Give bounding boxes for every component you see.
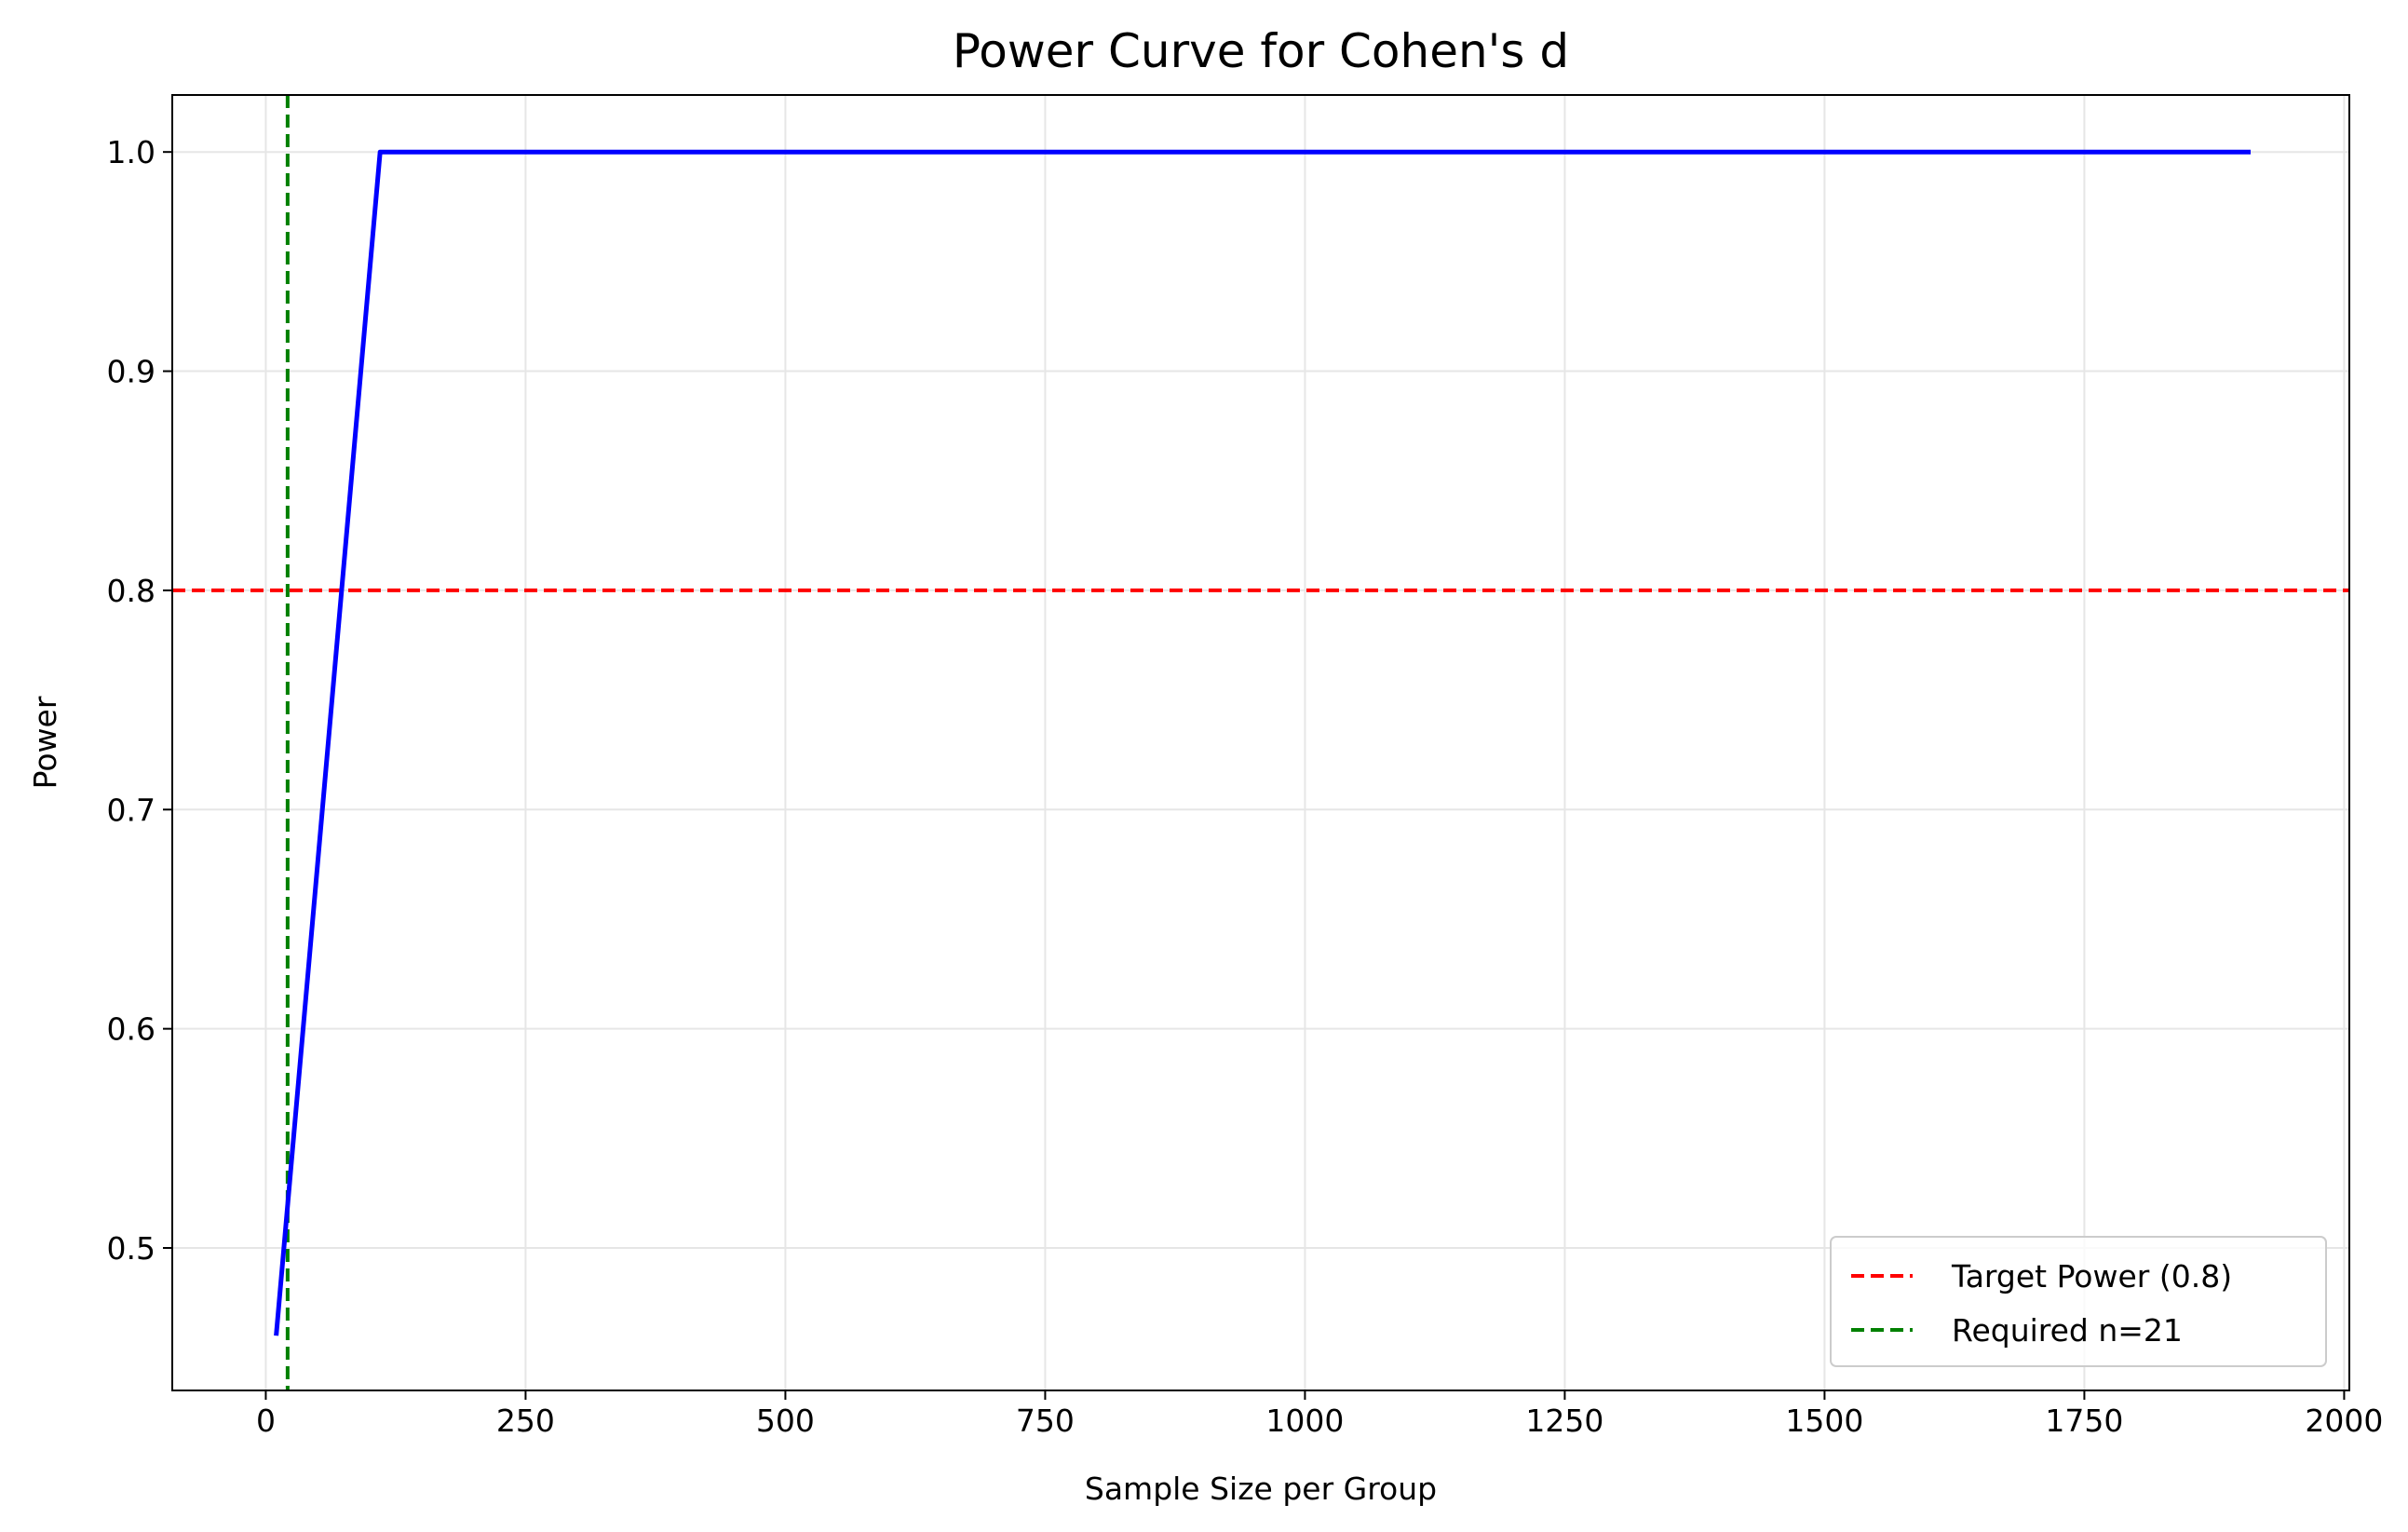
x-tick-label: 0 bbox=[256, 1403, 276, 1439]
y-axis-ticks: 0.5 0.6 0.7 0.8 0.9 1.0 bbox=[107, 134, 172, 1267]
legend-label-required-n: Required n=21 bbox=[1952, 1312, 2183, 1349]
y-tick-label: 0.9 bbox=[107, 354, 156, 390]
reference-lines bbox=[172, 95, 2349, 1390]
legend: Target Power (0.8) Required n=21 bbox=[1830, 1236, 2327, 1367]
x-tick-label: 2000 bbox=[2305, 1403, 2383, 1439]
y-tick-label: 0.7 bbox=[107, 792, 156, 828]
legend-label-target-power: Target Power (0.8) bbox=[1951, 1258, 2232, 1295]
legend-box bbox=[1830, 1236, 2327, 1367]
series-lines bbox=[274, 149, 2251, 1336]
plot-frame bbox=[171, 94, 2350, 1391]
x-tick-label: 1250 bbox=[1525, 1403, 1603, 1439]
y-tick-label: 0.8 bbox=[107, 573, 156, 609]
x-axis-label: Sample Size per Group bbox=[1085, 1471, 1437, 1507]
x-tick-label: 1750 bbox=[2045, 1403, 2123, 1439]
y-tick-label: 0.5 bbox=[107, 1230, 156, 1267]
x-tick-label: 1500 bbox=[1785, 1403, 1863, 1439]
x-tick-label: 250 bbox=[496, 1403, 555, 1439]
x-tick-label: 750 bbox=[1016, 1403, 1075, 1439]
y-tick-label: 1.0 bbox=[107, 134, 156, 170]
x-tick-label: 500 bbox=[756, 1403, 815, 1439]
power-curve-line bbox=[274, 149, 2251, 1336]
x-axis-ticks: 0 250 500 750 1000 1250 1500 1750 2000 bbox=[256, 1390, 2383, 1439]
chart-title: Power Curve for Cohen's d bbox=[953, 24, 1569, 78]
y-axis-label: Power bbox=[27, 696, 63, 789]
y-tick-label: 0.6 bbox=[107, 1011, 156, 1048]
x-tick-label: 1000 bbox=[1265, 1403, 1344, 1439]
